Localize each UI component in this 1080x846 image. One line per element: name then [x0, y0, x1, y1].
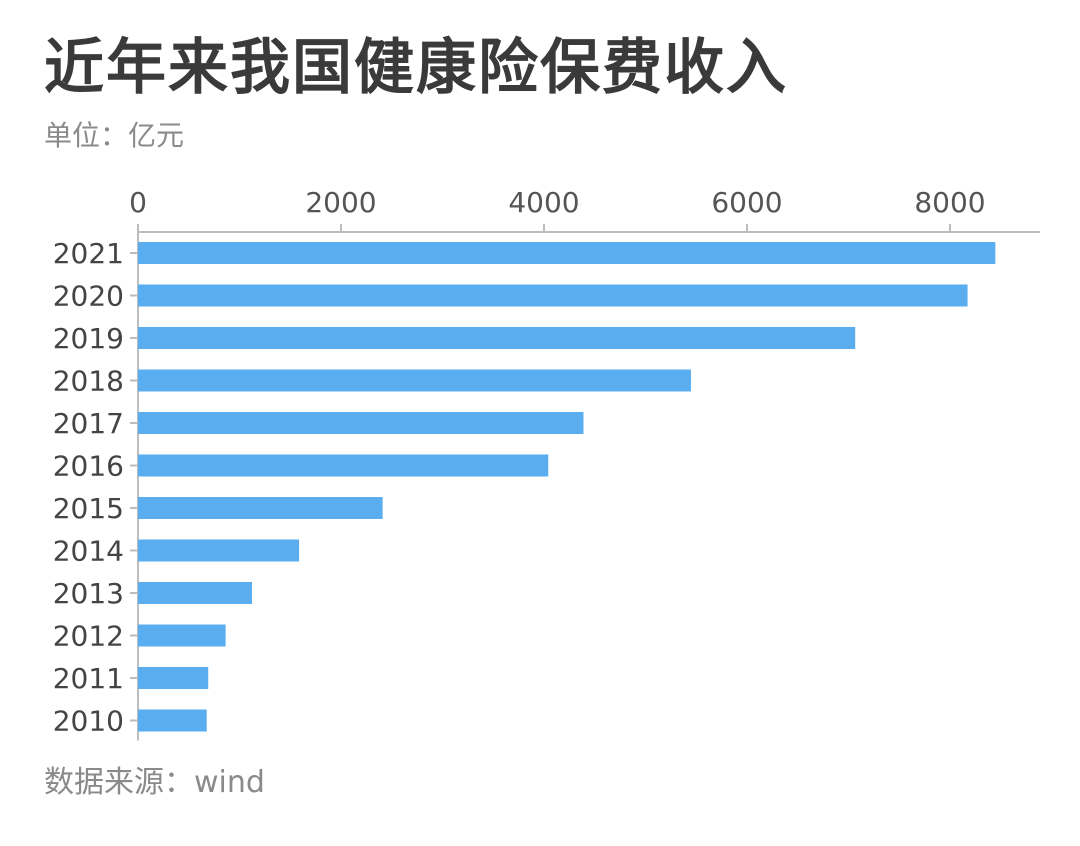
bar-2021 [138, 242, 996, 264]
source-note: 数据来源：wind [44, 765, 265, 800]
bar-2013 [138, 582, 252, 604]
y-category-label: 2018 [53, 365, 124, 398]
y-category-label: 2014 [53, 535, 124, 568]
bar-2018 [138, 369, 691, 392]
bar-2011 [138, 667, 209, 689]
bar-2020 [138, 284, 968, 307]
bar-2019 [138, 327, 856, 349]
x-tick-label: 0 [129, 186, 147, 219]
x-tick-label: 6000 [711, 186, 782, 219]
y-category-label: 2010 [53, 705, 124, 738]
y-category-label: 2020 [53, 280, 124, 313]
y-category-label: 2016 [53, 450, 124, 483]
bar-2017 [138, 412, 584, 434]
y-category-label: 2017 [53, 407, 124, 440]
x-tick-label: 4000 [508, 186, 579, 219]
y-category-label: 2013 [53, 577, 124, 610]
y-category-label: 2021 [53, 237, 124, 270]
y-axis: 2021 2020 2019 2018 2017 2016 2015 2014 2013 2012… [53, 232, 139, 741]
bar-2012 [138, 624, 226, 647]
bar-2016 [138, 454, 549, 477]
y-category-label: 2011 [53, 662, 124, 695]
x-axis: 0 2000 4000 6000 8000 [129, 186, 1040, 233]
bar-2010 [138, 709, 207, 732]
x-tick-label: 2000 [305, 186, 376, 219]
unit-label: 单位：亿元 [44, 119, 185, 152]
y-category-label: 2012 [53, 620, 124, 653]
x-tick-label: 8000 [914, 186, 985, 219]
bars [138, 242, 996, 732]
y-category-label: 2015 [53, 492, 124, 525]
y-category-label: 2019 [53, 322, 124, 355]
bar-2014 [138, 539, 300, 562]
chart-title: 近年来我国健康险保费收入 [44, 33, 788, 103]
bar-2015 [138, 497, 383, 519]
